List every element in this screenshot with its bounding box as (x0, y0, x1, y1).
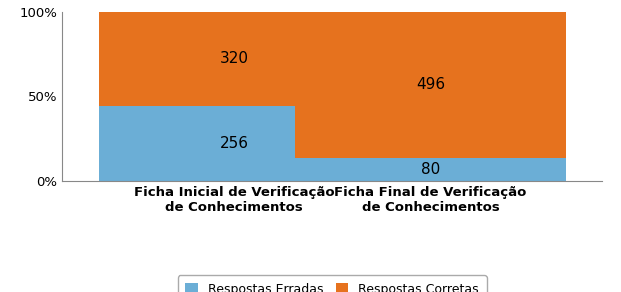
Bar (99, 12, 369, 106)
Bar (296, 12, 566, 157)
Text: 496: 496 (416, 77, 445, 92)
Bar (99, 106, 369, 181)
Bar (296, 157, 566, 181)
Text: 256: 256 (219, 136, 248, 151)
Text: 80: 80 (421, 162, 440, 177)
Text: 320: 320 (219, 51, 248, 66)
Legend: Respostas Erradas, Respostas Corretas: Respostas Erradas, Respostas Corretas (178, 275, 486, 292)
